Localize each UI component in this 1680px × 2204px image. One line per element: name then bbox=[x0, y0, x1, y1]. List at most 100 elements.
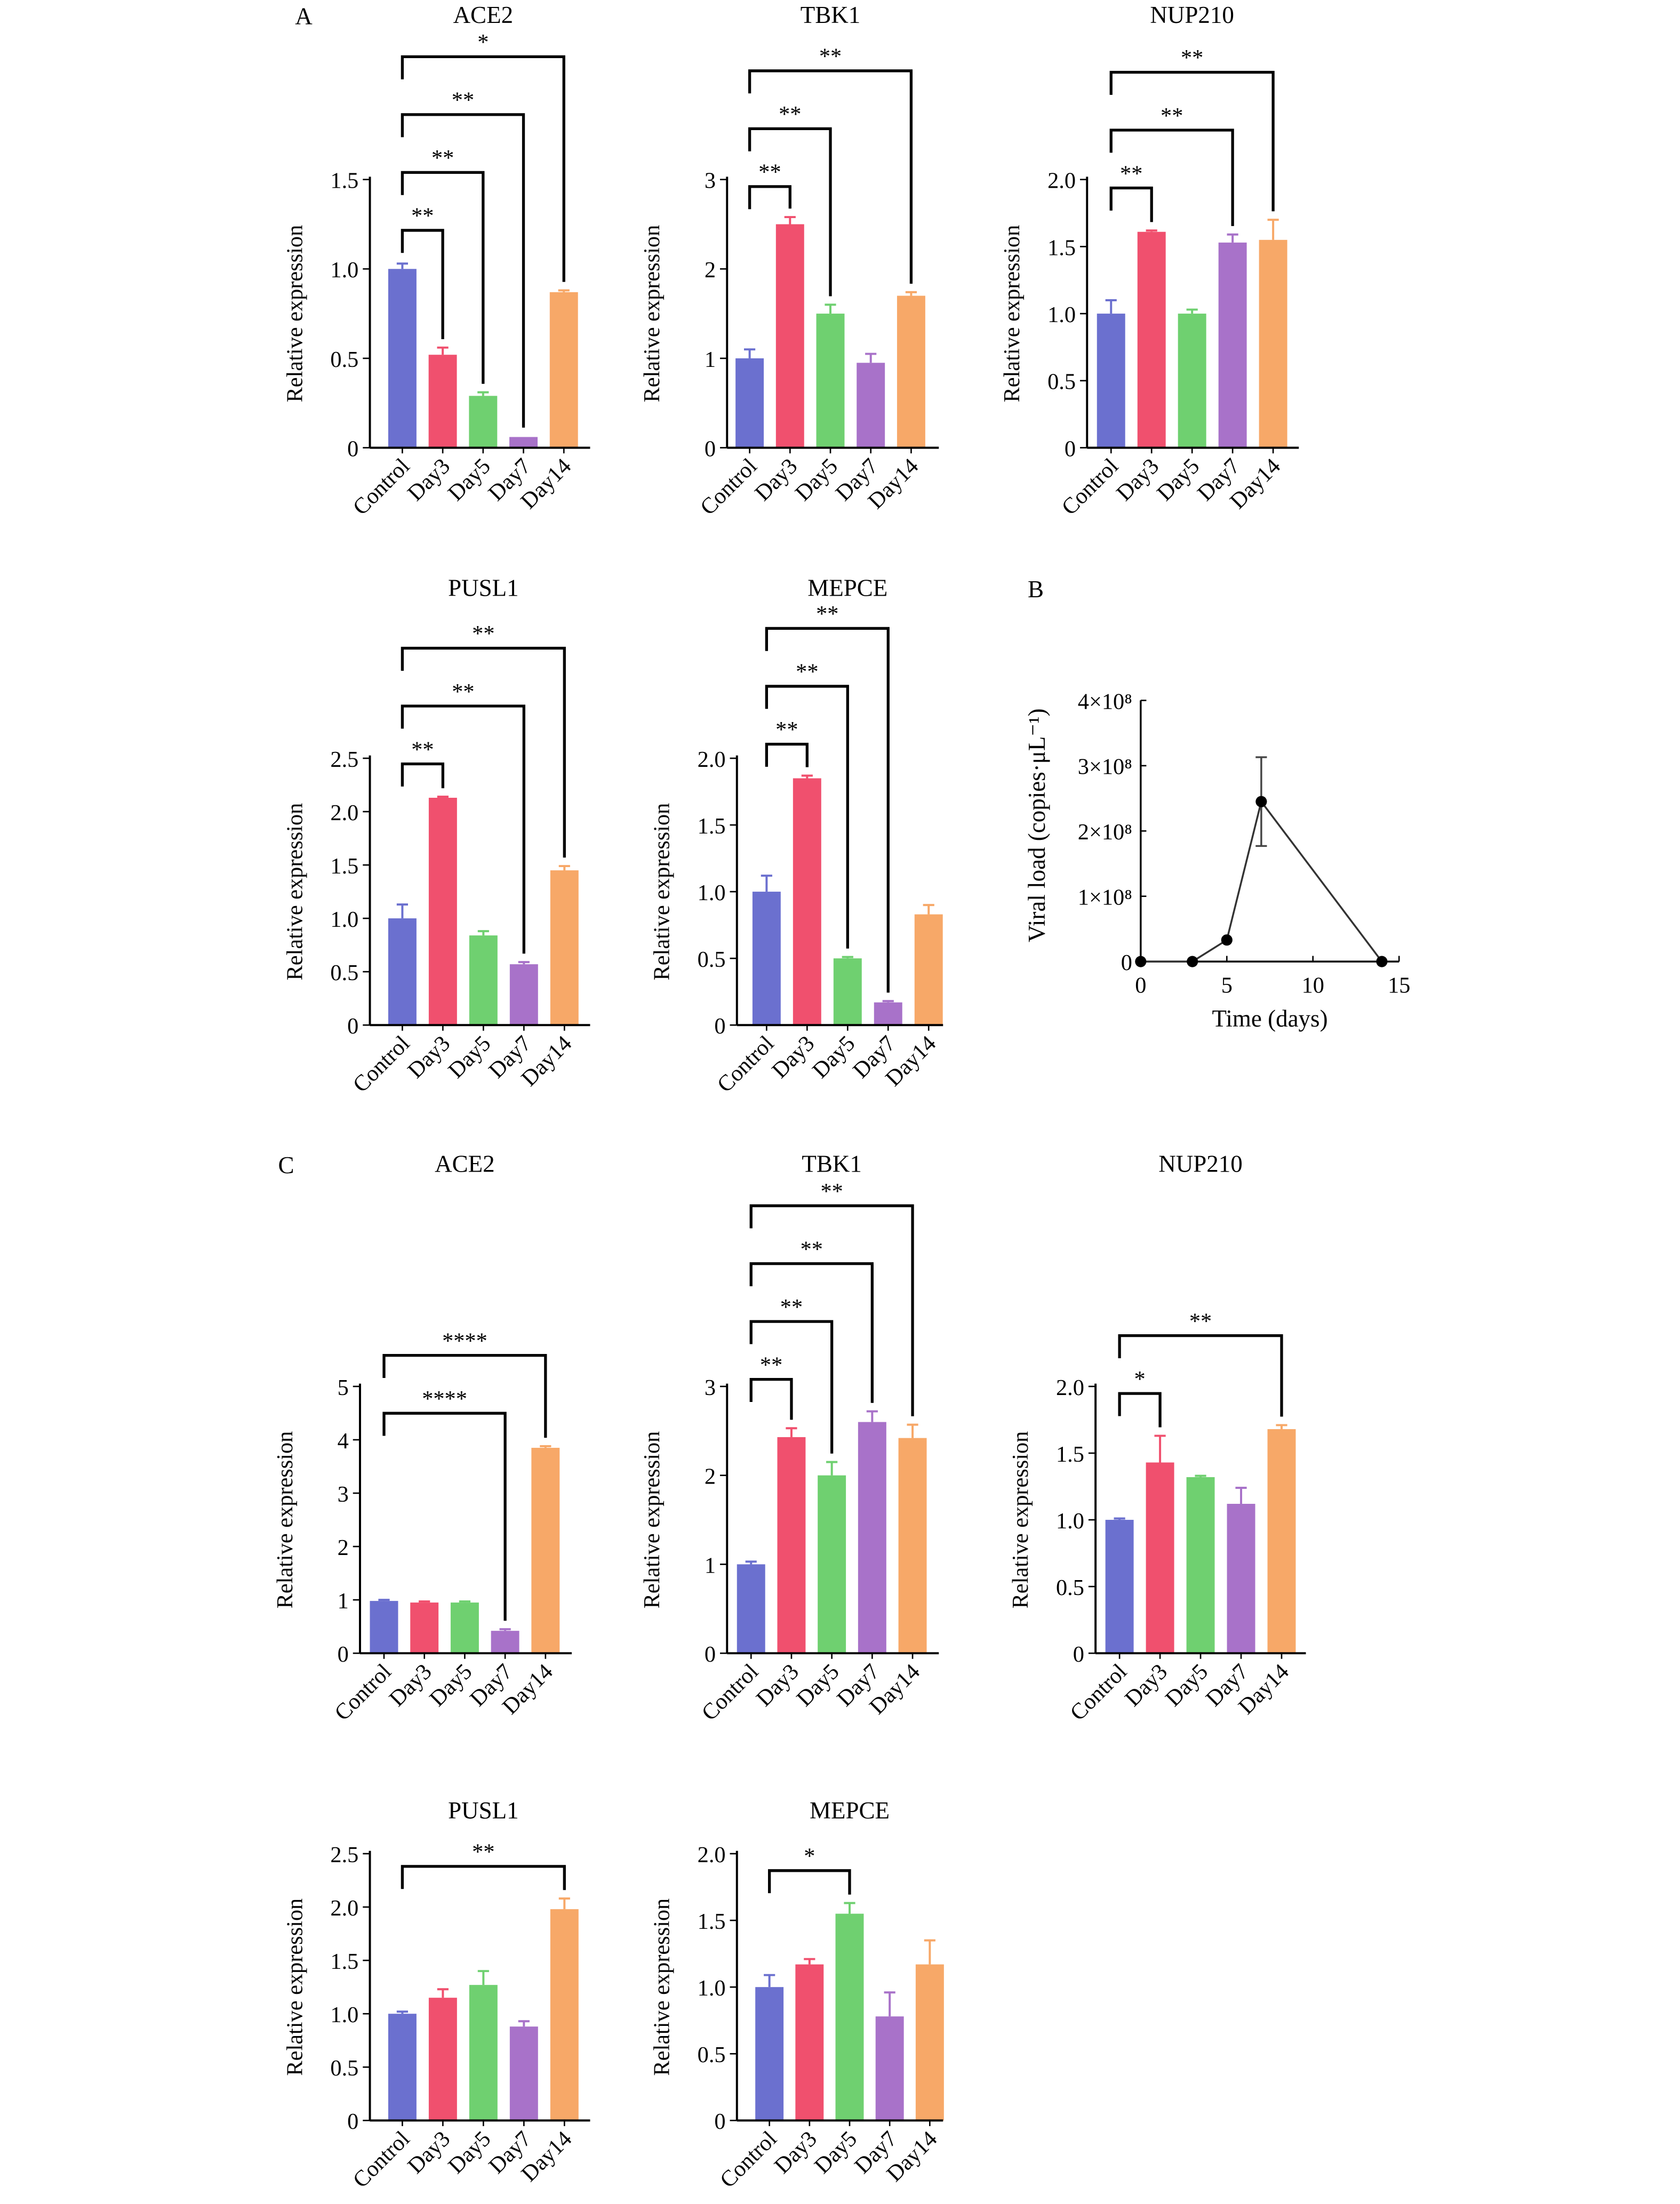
significance-label: ** bbox=[411, 204, 434, 229]
significance-bracket bbox=[749, 1378, 793, 1420]
chart-b-viral-load: 0 1×10⁸ 2×10⁸ 3×10⁸ 4×10⁸ 0 5 10 15 Time (days) Vi… bbox=[1023, 689, 1411, 1032]
y-tick-label: 0.5 bbox=[330, 960, 358, 985]
y-axis-label: Relative expression bbox=[999, 225, 1025, 403]
y-tick-label: 0.5 bbox=[330, 347, 358, 372]
bar-day7 bbox=[875, 2016, 904, 2121]
y-tick-label: 1 bbox=[705, 347, 716, 372]
y-tick-label: 0 bbox=[705, 436, 716, 461]
bar-day7 bbox=[509, 964, 538, 1025]
y-tick-label: 3×10⁸ bbox=[1078, 755, 1132, 780]
x-tick-label: 5 bbox=[1221, 973, 1233, 998]
bar-day14 bbox=[915, 1964, 944, 2121]
y-tick-label: 0 bbox=[1065, 436, 1076, 461]
significance-bracket bbox=[401, 1865, 566, 1890]
chart-title: ACE2 bbox=[435, 1151, 495, 1177]
chart-c-mepce: ControlDay3Day5Day7Day1400.51.01.52.0Rel… bbox=[650, 1797, 944, 2193]
data-point bbox=[1187, 956, 1198, 967]
bar-day3 bbox=[410, 1602, 439, 1654]
x-tick-label: Day5 bbox=[790, 453, 843, 506]
x-tick-label: Day5 bbox=[810, 2126, 862, 2178]
x-tick-label: Day5 bbox=[443, 2126, 495, 2178]
y-tick-label: 1.5 bbox=[330, 1949, 358, 1974]
significance-bracket bbox=[768, 1869, 851, 1895]
y-tick-label: 1.5 bbox=[330, 854, 358, 879]
y-tick-label: 1.0 bbox=[330, 258, 358, 283]
data-point bbox=[1255, 796, 1267, 807]
bar-day5 bbox=[818, 1475, 846, 1654]
significance-label: ** bbox=[775, 717, 798, 742]
bar-day3 bbox=[795, 1964, 824, 2121]
significance-label: ** bbox=[758, 160, 781, 185]
significance-bracket bbox=[1109, 186, 1153, 222]
bar-control bbox=[388, 269, 417, 448]
y-axis-label: Relative expression bbox=[1008, 1431, 1033, 1609]
x-tick-label: Day5 bbox=[425, 1659, 477, 1711]
x-tick-label: Day3 bbox=[403, 453, 455, 506]
significance-label: **** bbox=[442, 1328, 487, 1353]
y-tick-label: 2.0 bbox=[330, 800, 358, 826]
y-tick-label: 1.5 bbox=[330, 169, 358, 194]
x-tick-label: 15 bbox=[1388, 973, 1410, 998]
bar-day14 bbox=[1267, 1429, 1296, 1654]
bar-day5 bbox=[469, 1985, 498, 2121]
y-tick-label: 1.0 bbox=[330, 907, 358, 932]
x-tick-label: Day5 bbox=[792, 1659, 844, 1711]
y-tick-label: 0.5 bbox=[330, 2056, 358, 2081]
bar-day14 bbox=[1259, 239, 1287, 448]
bar-day14 bbox=[897, 295, 925, 448]
x-tick-label: Day5 bbox=[1152, 453, 1204, 506]
y-axis-label: Relative expression bbox=[282, 803, 307, 981]
significance-label: ** bbox=[780, 1295, 803, 1320]
significance-bracket bbox=[401, 55, 565, 282]
significance-bracket bbox=[401, 113, 525, 428]
chart-title: NUP210 bbox=[1158, 1151, 1243, 1177]
y-tick-label: 1.0 bbox=[698, 1976, 726, 2001]
data-point bbox=[1376, 956, 1388, 967]
y-tick-label: 0 bbox=[705, 1642, 716, 1667]
y-tick-label: 0 bbox=[714, 1014, 725, 1039]
y-tick-label: 2.0 bbox=[698, 1842, 726, 1868]
significance-label: ** bbox=[1120, 161, 1142, 186]
bar-day7 bbox=[509, 437, 538, 448]
bar-day7 bbox=[1218, 242, 1247, 448]
significance-label: * bbox=[1134, 1367, 1146, 1392]
significance-label: ** bbox=[760, 1352, 782, 1377]
bar-control bbox=[388, 2014, 417, 2121]
bar-day7 bbox=[1227, 1504, 1255, 1654]
x-tick-label: Day5 bbox=[807, 1031, 860, 1083]
bar-day5 bbox=[833, 958, 862, 1025]
significance-bracket bbox=[401, 171, 485, 384]
y-tick-label: 3 bbox=[705, 169, 716, 194]
significance-label: * bbox=[477, 30, 489, 55]
significance-bracket bbox=[748, 127, 832, 296]
bar-day14 bbox=[898, 1438, 927, 1654]
y-tick-label: 1.5 bbox=[698, 814, 726, 839]
significance-bracket bbox=[749, 1262, 874, 1403]
bar-day5 bbox=[469, 396, 498, 448]
x-tick-label: Day3 bbox=[750, 453, 802, 506]
significance-label: ** bbox=[431, 146, 454, 171]
significance-label: * bbox=[804, 1844, 815, 1869]
y-tick-label: 0 bbox=[347, 1014, 358, 1039]
significance-label: ** bbox=[452, 88, 474, 113]
y-tick-label: 2.5 bbox=[330, 747, 358, 772]
bar-control bbox=[1105, 1520, 1134, 1654]
chart-title: PUSL1 bbox=[448, 575, 519, 602]
x-tick-label: Day3 bbox=[1111, 453, 1164, 506]
y-axis-label: Relative expression bbox=[639, 1431, 665, 1609]
x-tick-label: Day3 bbox=[767, 1031, 819, 1083]
y-tick-label: 0 bbox=[347, 2109, 358, 2134]
bar-day3 bbox=[428, 355, 457, 448]
y-tick-label: 0 bbox=[714, 2109, 725, 2134]
panel-letter-c: C bbox=[278, 1152, 294, 1179]
chart-title: ACE2 bbox=[453, 2, 514, 28]
bar-day3 bbox=[775, 224, 804, 448]
significance-bracket bbox=[1109, 70, 1275, 212]
y-axis-label: Relative expression bbox=[650, 803, 675, 981]
bar-control bbox=[752, 892, 781, 1025]
y-tick-label: 2.0 bbox=[330, 1896, 358, 1921]
y-tick-label: 2.0 bbox=[1056, 1375, 1084, 1400]
y-tick-label: 1.0 bbox=[698, 880, 726, 905]
